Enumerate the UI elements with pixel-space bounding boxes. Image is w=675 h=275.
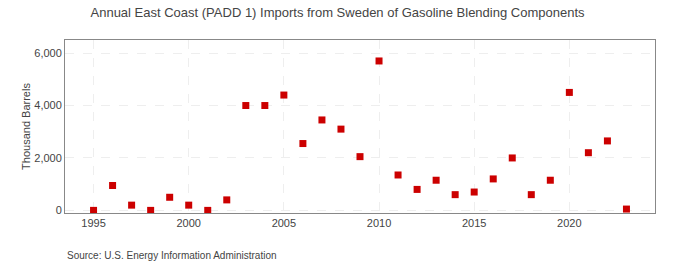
svg-text:2010: 2010 <box>367 217 391 229</box>
svg-text:2,000: 2,000 <box>34 152 62 164</box>
svg-text:6,000: 6,000 <box>34 47 62 59</box>
svg-text:4,000: 4,000 <box>34 99 62 111</box>
svg-text:2005: 2005 <box>272 217 296 229</box>
svg-text:1995: 1995 <box>81 217 105 229</box>
svg-text:Source: U.S. Energy Informatio: Source: U.S. Energy Information Administ… <box>67 250 277 261</box>
svg-text:2015: 2015 <box>462 217 486 229</box>
svg-text:2020: 2020 <box>557 217 581 229</box>
svg-text:0: 0 <box>56 204 62 216</box>
svg-text:2000: 2000 <box>176 217 200 229</box>
svg-text:Thousand Barrels: Thousand Barrels <box>20 83 32 170</box>
svg-text:Annual East Coast (PADD 1) Imp: Annual East Coast (PADD 1) Imports from … <box>91 5 586 20</box>
